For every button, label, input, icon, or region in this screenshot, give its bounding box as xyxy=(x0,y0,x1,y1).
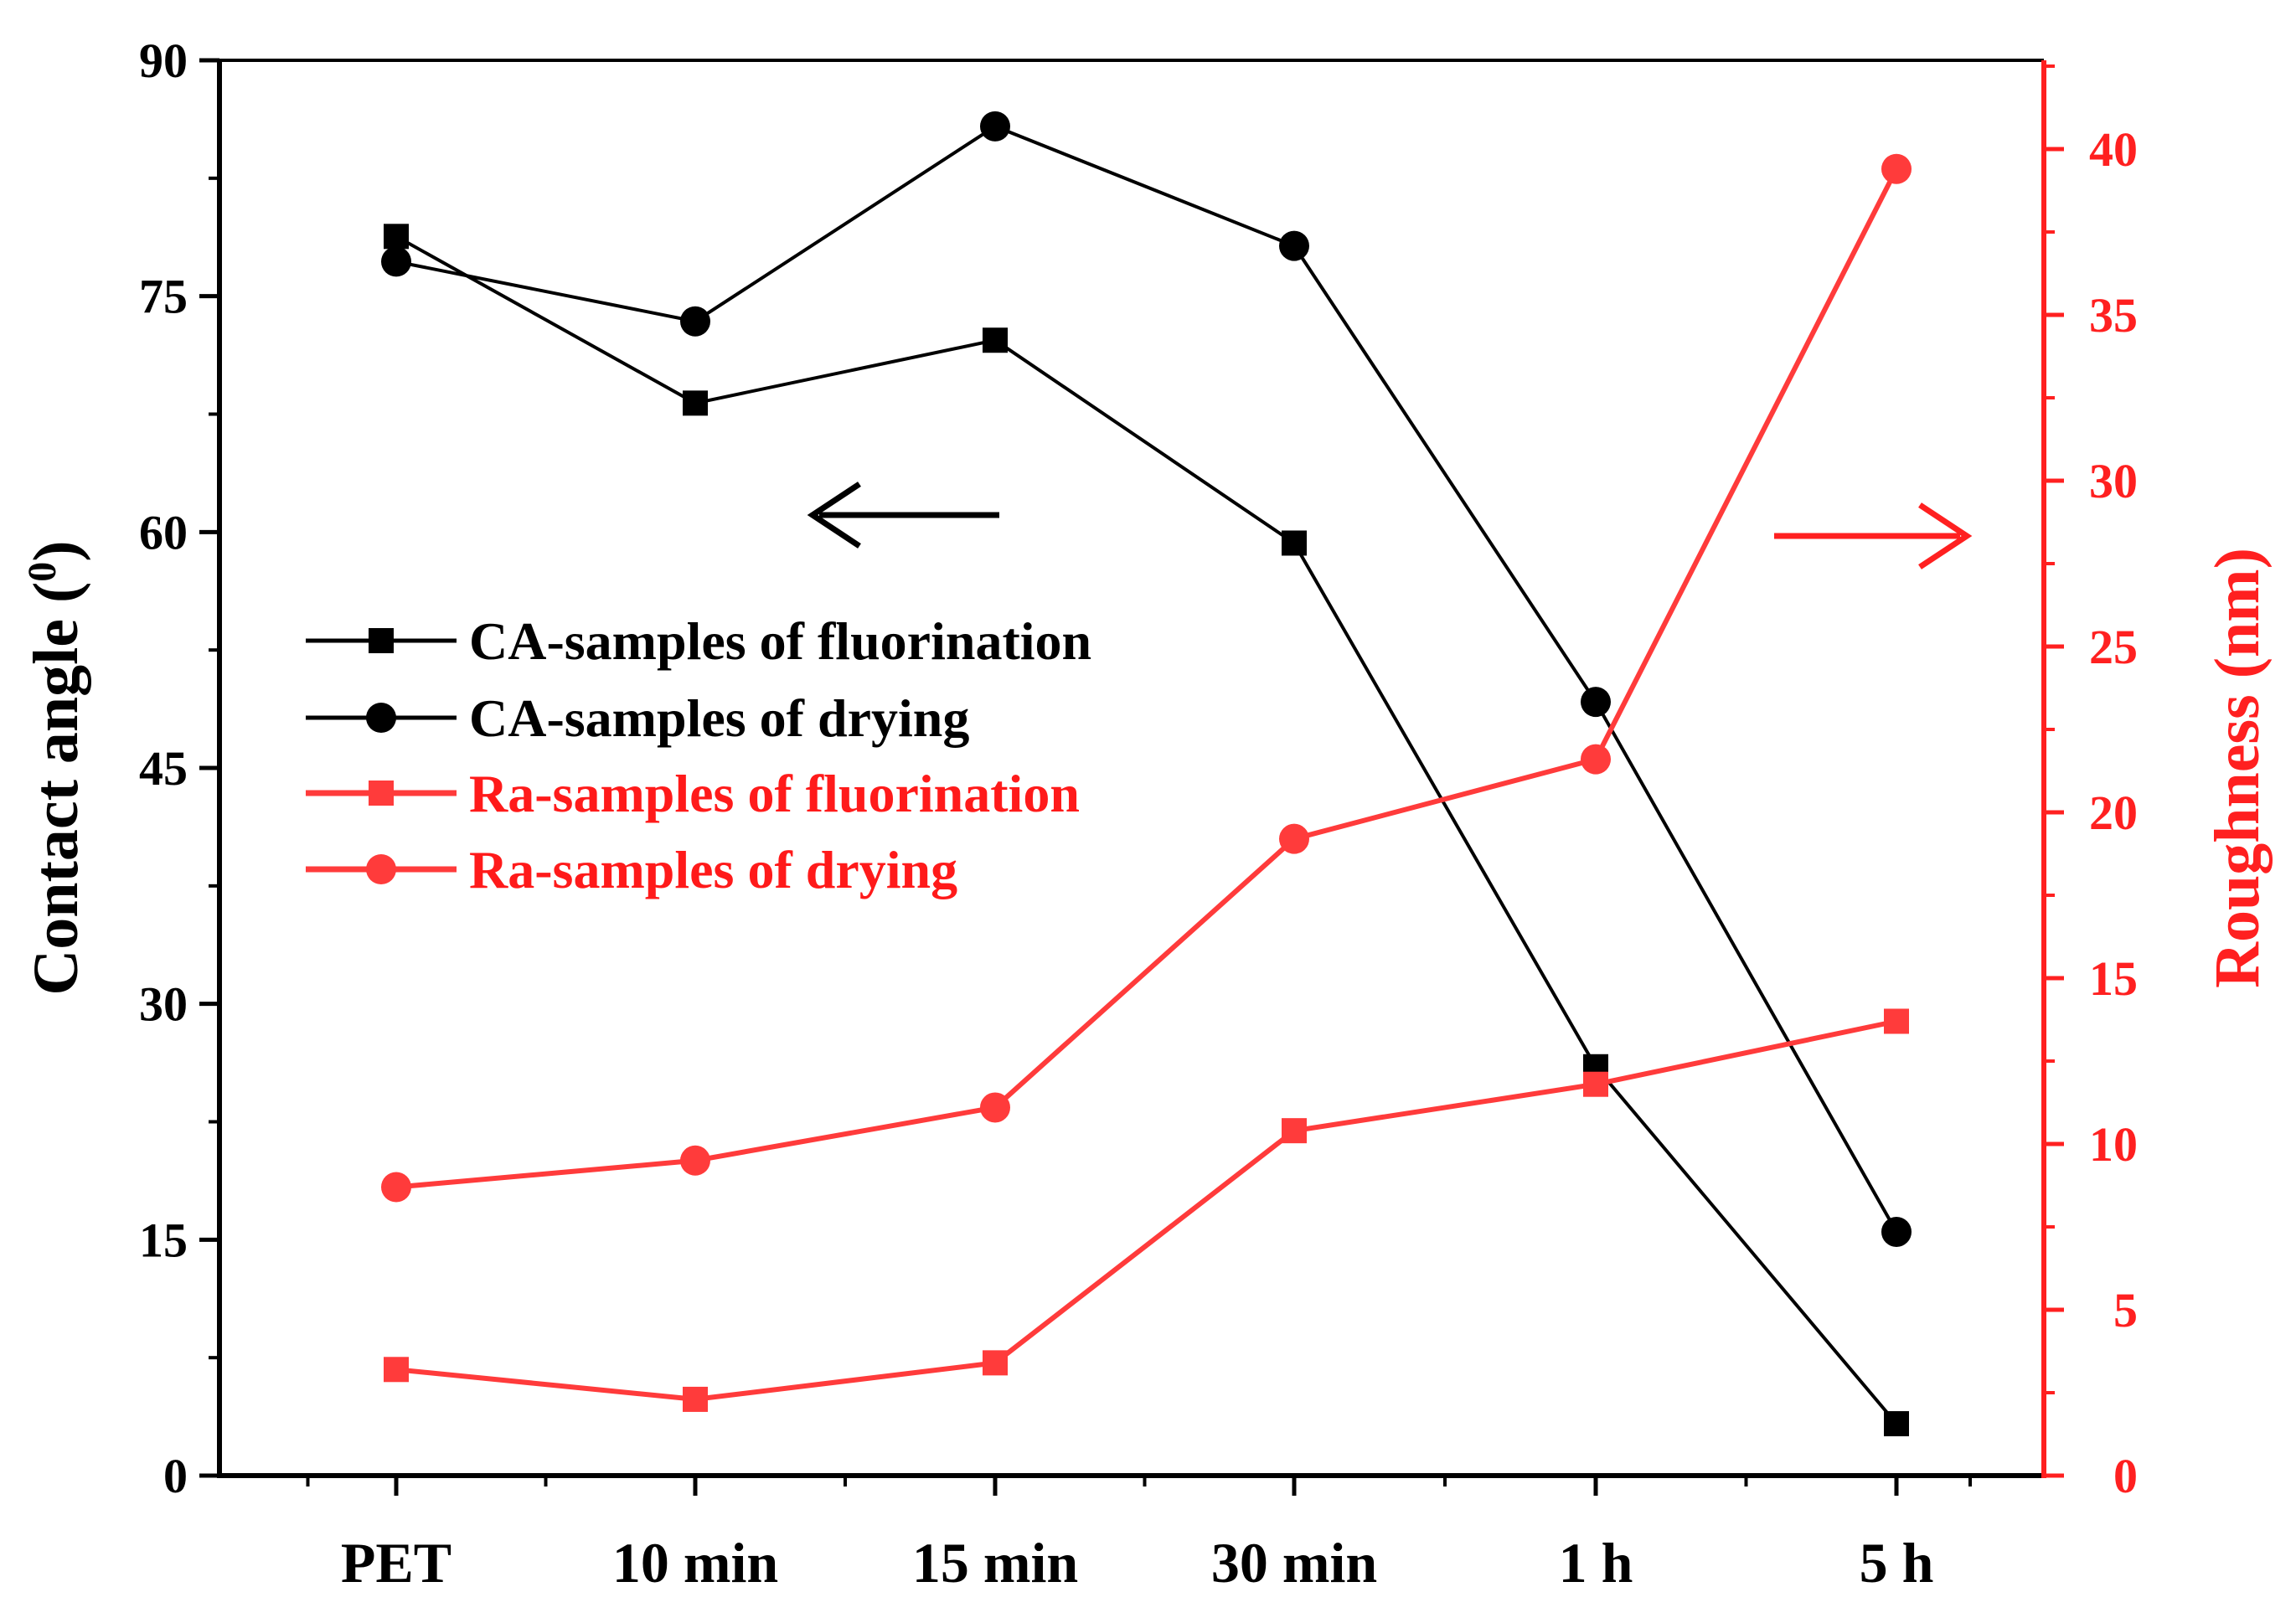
right-tick-label: 40 xyxy=(2089,122,2138,177)
left-axis-title: Contact angle (0) xyxy=(20,540,91,995)
left-tick-label: 15 xyxy=(139,1213,188,1267)
left-tick-label: 30 xyxy=(139,977,188,1032)
left-axis-title-superscript: 0 xyxy=(20,562,64,582)
data-point xyxy=(381,1172,411,1203)
series-line xyxy=(395,1018,1897,1402)
series-line xyxy=(395,234,1898,1425)
x-tick-label: 15 min xyxy=(912,1531,1078,1595)
right-tick-label: 30 xyxy=(2089,454,2138,508)
legend-label: CA-samples of drying xyxy=(469,688,969,748)
series-layer xyxy=(381,111,1912,1437)
data-point xyxy=(384,1357,409,1383)
annotation-layer xyxy=(807,482,1973,569)
right-tick-label: 25 xyxy=(2089,620,2138,674)
series-ca-samples-of-drying xyxy=(381,111,1912,1247)
legend-item: Ra-samples of fluorination xyxy=(306,764,1080,823)
series-ra-samples-of-drying xyxy=(381,153,1912,1203)
left-tick-label: 60 xyxy=(139,505,188,559)
data-point xyxy=(1282,1118,1307,1144)
right-axis-arrow xyxy=(1774,502,1973,569)
data-point xyxy=(1581,687,1611,718)
legend-marker xyxy=(366,854,396,884)
x-tick-label: 1 h xyxy=(1559,1531,1633,1595)
left-tick-label: 75 xyxy=(139,270,188,324)
right-tick-label: 5 xyxy=(2113,1283,2138,1337)
data-point xyxy=(1884,1008,1909,1034)
data-point xyxy=(680,306,710,337)
axes-layer: 0 15 30 45 60 75 90 0 5 10 15 20 25 30 35 40 PET 10 min 15… xyxy=(20,33,2273,1595)
data-point xyxy=(1881,1216,1912,1247)
data-point xyxy=(983,1350,1008,1376)
data-point xyxy=(1881,153,1912,184)
legend: CA-samples of fluorination CA-samples of … xyxy=(306,611,1091,899)
legend-label: CA-samples of fluorination xyxy=(469,611,1091,671)
legend-marker xyxy=(366,703,396,733)
series-line xyxy=(395,167,1899,1190)
series-line xyxy=(395,124,1898,1233)
data-point xyxy=(1282,530,1307,556)
data-point xyxy=(1583,1071,1608,1097)
legend-item: CA-samples of fluorination xyxy=(306,611,1091,671)
data-point xyxy=(1279,823,1309,854)
legend-marker xyxy=(369,781,394,806)
data-point xyxy=(680,1145,710,1176)
left-tick-label: 0 xyxy=(163,1449,188,1503)
right-tick-label: 15 xyxy=(2089,951,2138,1006)
legend-item: CA-samples of drying xyxy=(306,688,969,748)
data-point xyxy=(683,390,708,416)
left-axis-title-text: Contact angle ( xyxy=(21,582,91,996)
legend-label: Ra-samples of fluorination xyxy=(469,764,1080,823)
right-tick-label: 35 xyxy=(2089,288,2138,343)
data-point xyxy=(1581,744,1611,775)
right-tick-label: 10 xyxy=(2089,1117,2138,1172)
data-point xyxy=(384,224,409,250)
data-point xyxy=(983,327,1008,353)
x-tick-label: 30 min xyxy=(1211,1531,1377,1595)
legend-label: Ra-samples of drying xyxy=(469,840,957,899)
left-tick-label: 45 xyxy=(139,741,188,796)
right-tick-label: 20 xyxy=(2089,786,2138,840)
right-axis-title: Roughness (nm) xyxy=(2202,548,2273,988)
data-point xyxy=(980,1092,1010,1123)
right-tick-label: 0 xyxy=(2113,1449,2138,1503)
data-point xyxy=(980,111,1010,142)
series-ra-samples-of-fluorination xyxy=(384,1008,1909,1412)
data-point xyxy=(683,1386,708,1412)
data-point xyxy=(381,246,411,277)
left-axis-arrow xyxy=(807,482,999,549)
legend-marker xyxy=(369,628,394,653)
data-point xyxy=(1279,230,1309,261)
x-tick-label: 5 h xyxy=(1860,1531,1934,1595)
series-ca-samples-of-fluorination xyxy=(384,224,1909,1437)
legend-item: Ra-samples of drying xyxy=(306,840,957,899)
x-tick-label: PET xyxy=(341,1531,451,1595)
x-tick-label: 10 min xyxy=(612,1531,778,1595)
data-point xyxy=(1884,1411,1909,1437)
left-tick-label: 90 xyxy=(139,33,188,88)
left-axis-title-close: ) xyxy=(21,540,91,561)
